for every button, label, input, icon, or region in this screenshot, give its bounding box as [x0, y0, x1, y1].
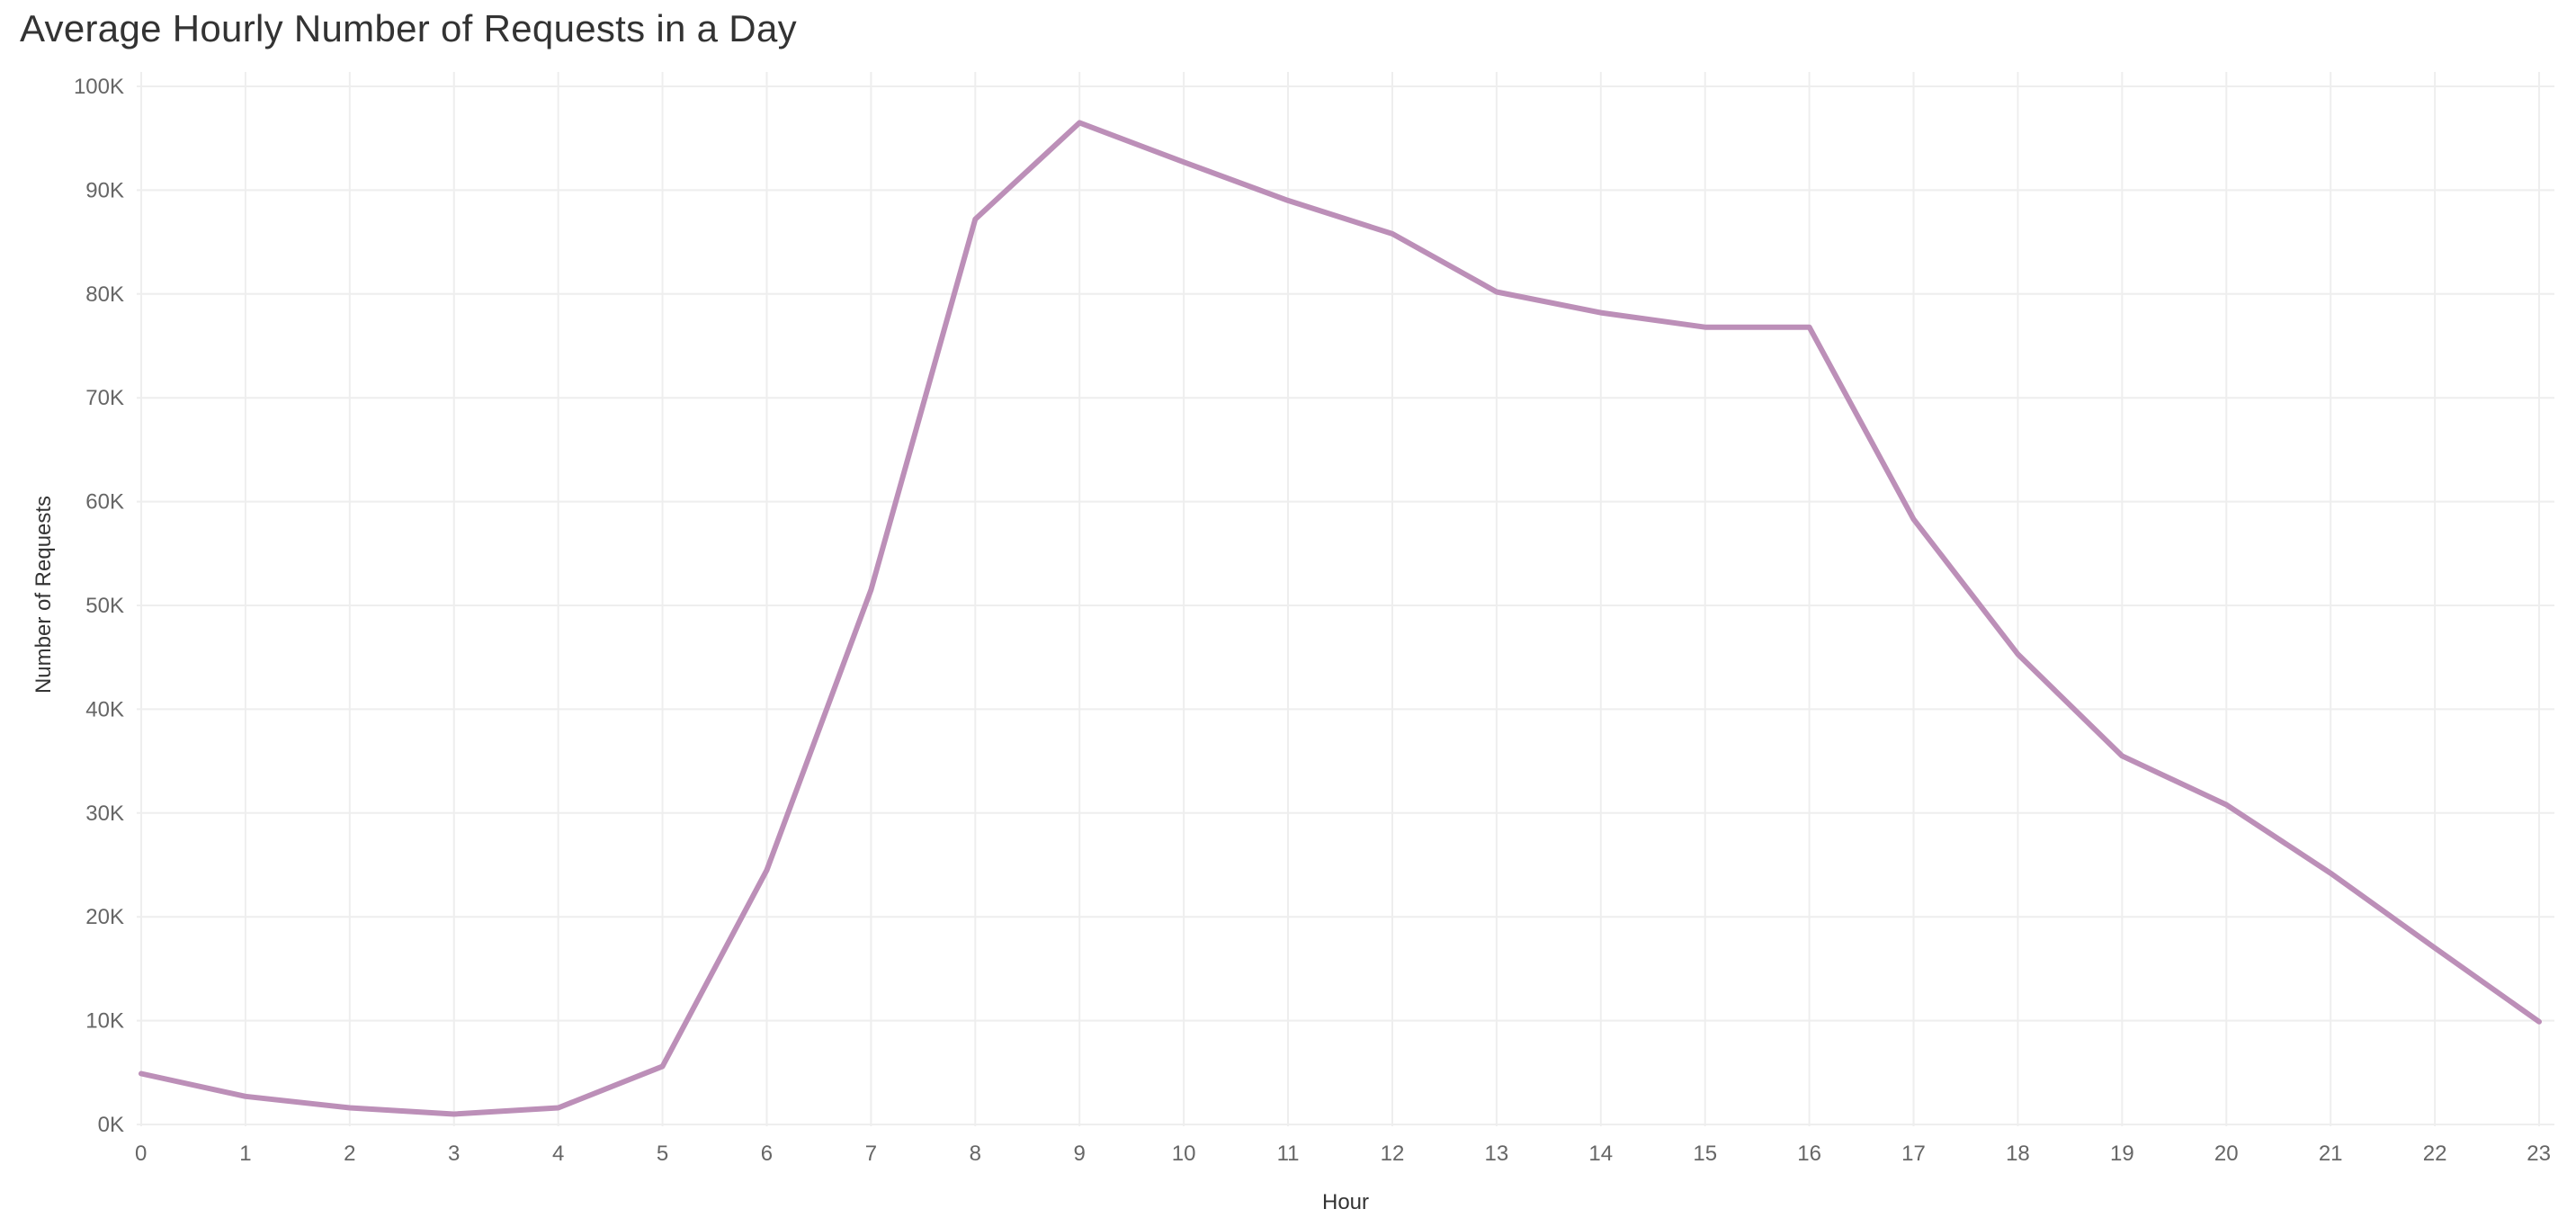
x-tick-label: 18 — [2006, 1142, 2030, 1166]
y-tick-label: 0K — [98, 1113, 124, 1137]
x-tick-label: 22 — [2423, 1142, 2447, 1166]
x-tick-label: 10 — [1172, 1142, 1196, 1166]
y-tick-label: 100K — [74, 75, 124, 99]
y-tick-label: 30K — [85, 802, 124, 826]
series-layer — [139, 120, 2542, 1117]
y-tick-label: 60K — [85, 490, 124, 515]
y-tick-label: 10K — [85, 1009, 124, 1034]
x-tick-label: 20 — [2214, 1142, 2239, 1166]
grid — [137, 72, 2554, 1126]
x-tick-label: 16 — [1797, 1142, 1821, 1166]
y-tick-label: 70K — [85, 386, 124, 410]
x-tick-label: 3 — [448, 1142, 460, 1166]
x-tick-label: 1 — [239, 1142, 251, 1166]
series-line — [139, 120, 2542, 1117]
x-tick-label: 23 — [2527, 1142, 2551, 1166]
x-tick-label: 8 — [970, 1142, 981, 1166]
x-tick-label: 9 — [1074, 1142, 1086, 1166]
x-tick-label: 5 — [657, 1142, 668, 1166]
x-tick-label: 21 — [2319, 1142, 2343, 1166]
x-tick-label: 11 — [1277, 1142, 1300, 1166]
chart-title: Average Hourly Number of Requests in a D… — [20, 7, 797, 49]
x-tick-label: 14 — [1588, 1142, 1613, 1166]
y-tick-label: 40K — [85, 697, 124, 721]
x-tick-label: 4 — [552, 1142, 564, 1166]
x-tick-label: 15 — [1693, 1142, 1717, 1166]
x-tick-label: 7 — [865, 1142, 877, 1166]
x-tick-label: 12 — [1381, 1142, 1405, 1166]
y-axis-title: Number of Requests — [31, 496, 56, 694]
y-tick-label: 90K — [85, 178, 124, 202]
x-axis-title: Hour — [1322, 1190, 1369, 1214]
y-tick-label: 80K — [85, 282, 124, 307]
x-tick-label: 17 — [1901, 1142, 1926, 1166]
x-tick-label: 6 — [761, 1142, 773, 1166]
x-tick-label: 13 — [1485, 1142, 1509, 1166]
y-tick-label: 20K — [85, 905, 124, 929]
x-tick-label: 2 — [344, 1142, 355, 1166]
x-tick-label: 19 — [2110, 1142, 2134, 1166]
x-tick-label: 0 — [135, 1142, 147, 1166]
y-tick-label: 50K — [85, 594, 124, 618]
